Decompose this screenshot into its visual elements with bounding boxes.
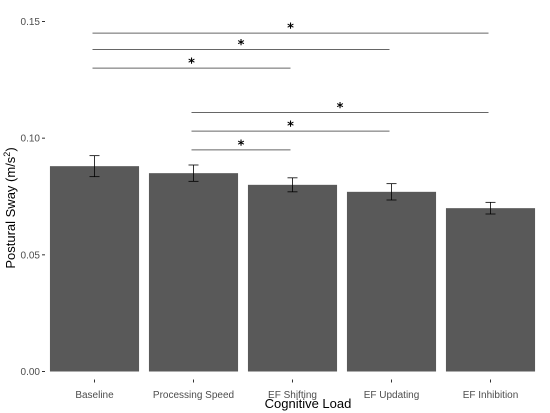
bar-2 [247, 184, 338, 372]
y-axis-title-main: Postural Sway (m/s [3, 156, 18, 268]
x-axis-title: Cognitive Load [265, 396, 352, 411]
significance-brackets: * * * * * * [92, 22, 489, 153]
bar-3 [346, 191, 437, 372]
x-tick-label: Processing Speed [153, 390, 234, 401]
y-axis-ticks: 0.00 0.05 0.10 0.15 [21, 17, 45, 378]
bar-4 [445, 208, 536, 372]
significance-star: * [238, 138, 245, 153]
y-tick-label: 0.10 [21, 134, 41, 145]
y-tick-label: 0.05 [21, 250, 41, 261]
x-tick-label: EF Inhibition [463, 390, 519, 401]
y-axis-title-end: ) [3, 147, 18, 151]
y-tick-label: 0.00 [21, 367, 41, 378]
error-bars [89, 155, 496, 215]
x-tick-label: Baseline [75, 390, 114, 401]
bars [49, 166, 536, 372]
significance-star: * [188, 57, 195, 72]
x-tick-label: EF Updating [364, 390, 420, 401]
x-axis-ticks: Baseline Processing Speed EF Shifting EF Up… [75, 379, 519, 401]
significance-star: * [238, 38, 245, 53]
bar-1 [148, 173, 239, 372]
significance-star: * [287, 22, 294, 37]
y-axis-title-sup: 2 [2, 152, 12, 157]
x-tick-label: EF Shifting [268, 390, 317, 401]
y-tick-label: 0.15 [21, 17, 41, 28]
significance-star: * [287, 120, 294, 135]
y-axis-title: Postural Sway (m/s2) [2, 147, 18, 268]
significance-star: * [337, 101, 344, 116]
bar-0 [49, 166, 140, 372]
